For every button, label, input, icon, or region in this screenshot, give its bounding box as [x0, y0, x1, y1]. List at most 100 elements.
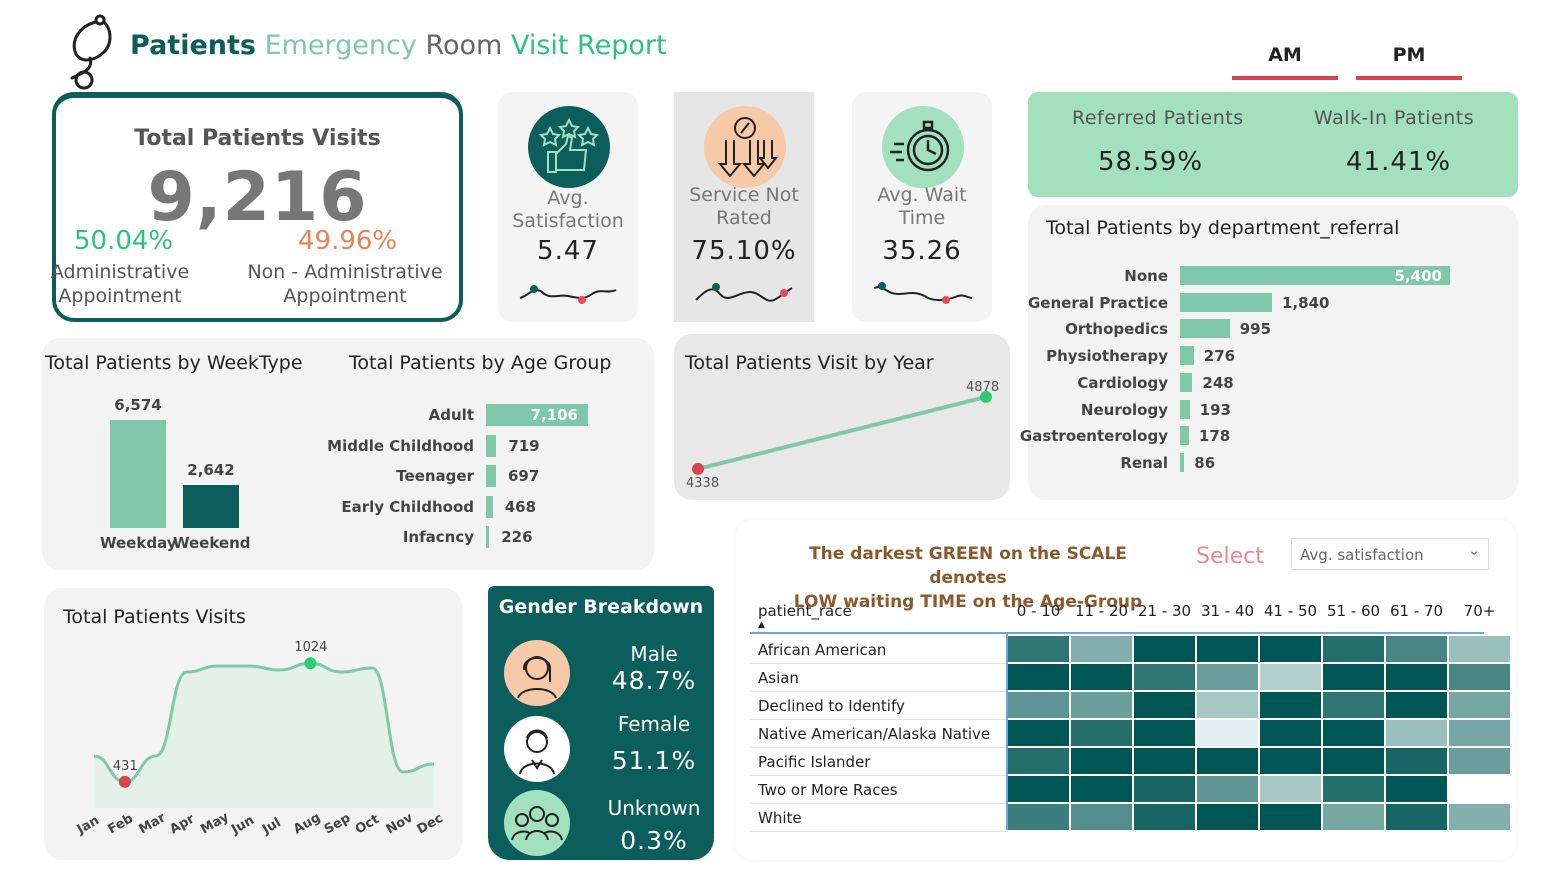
total-visits-value: 9,216: [147, 158, 368, 237]
heatmap-cell: [1134, 776, 1195, 802]
total-visits-card: Total Patients Visits 9,216 50.04% Admin…: [50, 92, 463, 322]
dept-bar-label: Cardiology: [1077, 373, 1168, 392]
heatmap-cell: [1323, 804, 1384, 830]
agegroup-bar-label: Adult: [428, 406, 474, 424]
heatmap-cell: [1134, 804, 1195, 830]
heatmap-row-divider: [750, 719, 1006, 720]
agegroup-bar-value: 7,106: [530, 406, 578, 424]
heatmap-cell: [1449, 720, 1510, 746]
heatmap-cell: [1134, 692, 1195, 718]
heatmap-cell: [1008, 804, 1069, 830]
dept-bar: [1180, 292, 1272, 312]
month-tick-label: Oct: [353, 812, 382, 837]
dept-bar: [1180, 426, 1189, 446]
dept-bar-label: Orthopedics: [1065, 320, 1168, 339]
month-tick-label: May: [198, 809, 232, 837]
month-tick-label: Jun: [228, 813, 257, 838]
thumbs-up-icon: [528, 106, 610, 188]
dept-bar-label: Gastroenterology: [1019, 427, 1168, 446]
year-chart-card: [674, 334, 1010, 500]
month-tick-label: Sep: [322, 811, 353, 838]
stopwatch-icon: [882, 106, 964, 188]
admin-pct: 50.04%: [74, 226, 174, 256]
heatmap-cell: [1008, 692, 1069, 718]
heatmap-cell: [1197, 776, 1258, 802]
monthly-area-fill: [94, 663, 434, 808]
wait-sparkline: [873, 282, 972, 304]
dept-bar-value: 1,840: [1282, 293, 1330, 312]
stethoscope-icon: [60, 12, 126, 92]
weektype-chart-title: Total Patients by WeekType: [45, 352, 303, 374]
group-icon: [504, 790, 570, 856]
agegroup-bar-value: 468: [504, 497, 537, 516]
dept-bar-value: 178: [1198, 427, 1231, 446]
weektype-bar: [183, 484, 239, 528]
dept-bar-value: 995: [1239, 320, 1272, 339]
female-label: Female: [617, 712, 691, 736]
referred-value: 58.59%: [1098, 147, 1204, 177]
sort-caret-icon: ▲: [758, 620, 765, 630]
heatmap-cell: [1071, 776, 1132, 802]
heatmap-cell: [1071, 692, 1132, 718]
heatmap-row-label: Declined to Identify: [758, 697, 905, 715]
agegroup-bar-value: 697: [508, 467, 540, 485]
male-value: 48.7%: [611, 666, 697, 695]
agegroup-bar-label: Teenager: [396, 467, 474, 485]
male-avatar-icon: [504, 716, 570, 782]
am-button[interactable]: AM: [1268, 44, 1302, 66]
year-point-min: [692, 462, 704, 475]
dept-bar-label: General Practice: [1027, 293, 1168, 312]
female-value: 51.1%: [611, 746, 697, 775]
pm-underline: [1356, 76, 1462, 80]
year-chart-title: Total Patients Visit by Year: [685, 352, 934, 374]
weektype-bar: [110, 420, 166, 528]
heatmap-cell: [1071, 664, 1132, 690]
gender-title: Gender Breakdown: [498, 596, 704, 618]
heatmap-row-divider: [750, 691, 1006, 692]
monthly-max-point: [304, 657, 317, 670]
month-tick-label: Dec: [415, 811, 446, 838]
am-underline: [1232, 76, 1338, 80]
weektype-bar-label: Weekday: [100, 534, 177, 552]
agegroup-chart-title: Total Patients by Age Group: [349, 352, 612, 374]
total-visits-title: Total Patients Visits: [134, 126, 381, 151]
row-header[interactable]: patient_race: [758, 602, 852, 620]
heatmap-cell: [1260, 776, 1321, 802]
heatmap-cell: [1449, 636, 1510, 662]
heatmap-header-line: [750, 632, 1484, 634]
admin-label: Administrative Appointment: [50, 261, 190, 307]
weektype-bar-value: 6,574: [114, 396, 162, 414]
heatmap-cell: [1134, 720, 1195, 746]
heatmap-row-divider: [750, 775, 1006, 776]
pm-button[interactable]: PM: [1392, 44, 1426, 66]
heatmap-cell: [1008, 720, 1069, 746]
heatmap-cell: [1071, 804, 1132, 830]
month-tick-label: Nov: [384, 810, 416, 837]
monthly-area-line: [93, 661, 435, 784]
select-label: Select: [1196, 544, 1264, 569]
agegroup-bar: [486, 495, 493, 518]
heatmap-cell: [1008, 664, 1069, 690]
heatmap-cell: [1197, 664, 1258, 690]
metric-dropdown[interactable]: Avg. satisfaction ⌄: [1291, 538, 1489, 570]
percent-arrows-icon: [704, 106, 786, 188]
heatmap-cell: [1008, 636, 1069, 662]
month-tick-label: Apr: [167, 811, 197, 837]
agegroup-bar: [486, 404, 588, 426]
unknown-label: Unknown: [607, 796, 701, 820]
satisfaction-sparkline: [519, 285, 617, 304]
referred-label: Referred Patients: [1072, 107, 1244, 129]
heatmap-cell: [1260, 664, 1321, 690]
year-point-max: [980, 390, 992, 403]
dept-chart-title: Total Patients by department_referral: [1046, 217, 1400, 239]
year-series-line: [697, 394, 987, 471]
heatmap-row-label: Asian: [758, 669, 799, 687]
heatmap-cell: [1008, 748, 1069, 774]
satisfaction-label: Avg. Satisfaction: [512, 187, 624, 232]
kpi-satisfaction-card: Avg. Satisfaction 5.47: [498, 92, 638, 322]
dept-bar-label: Neurology: [1080, 400, 1168, 419]
heatmap-column-header: 41 - 50: [1263, 602, 1318, 620]
kpi-not-rated-card: Service Not Rated 75.10%: [674, 92, 814, 322]
heatmap-row-label: White: [758, 809, 802, 827]
